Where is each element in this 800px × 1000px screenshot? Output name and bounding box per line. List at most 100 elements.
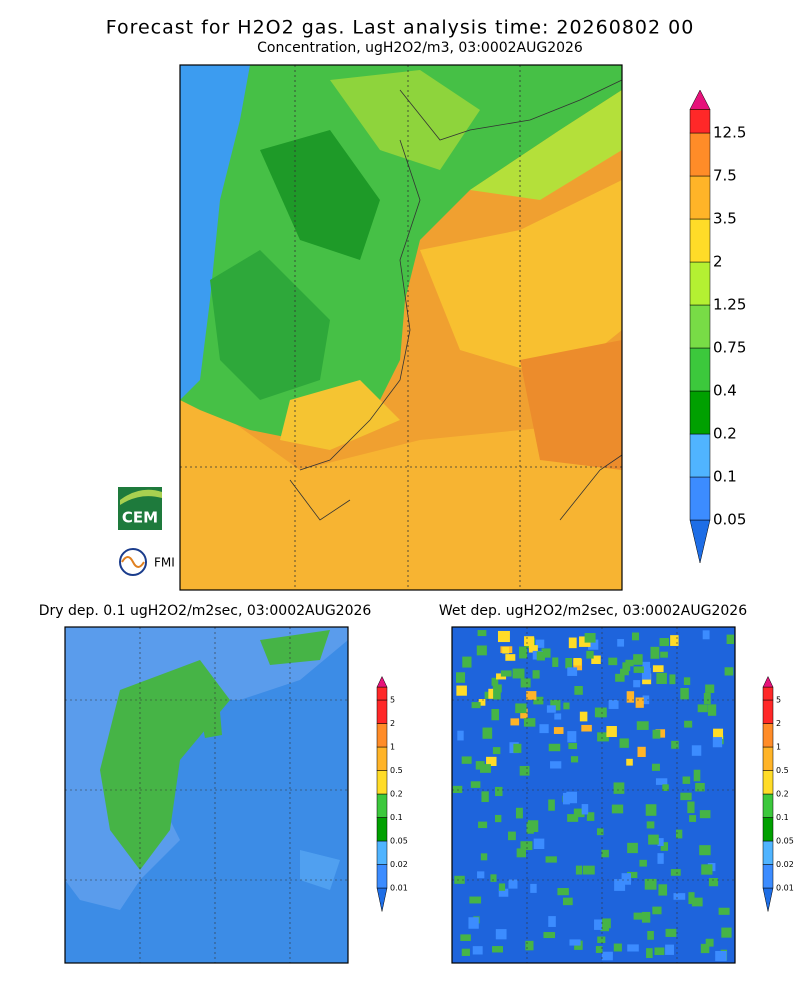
colorbar-label: 2 bbox=[713, 253, 723, 271]
speckle bbox=[646, 948, 653, 959]
speckle bbox=[482, 727, 493, 739]
colorbar-label: 7.5 bbox=[713, 167, 737, 185]
speckle bbox=[642, 695, 650, 705]
speckle bbox=[515, 703, 527, 714]
colorbar-box bbox=[689, 304, 711, 349]
speckle bbox=[595, 946, 603, 953]
colorbar-label: 0.02 bbox=[390, 860, 408, 869]
colorbar-box bbox=[689, 347, 711, 392]
speckle bbox=[646, 821, 655, 829]
speckle bbox=[539, 724, 549, 734]
speckle bbox=[461, 948, 470, 956]
speckle bbox=[508, 879, 518, 889]
colorbar-label: 2 bbox=[776, 719, 781, 728]
speckle bbox=[651, 763, 660, 771]
speckle bbox=[532, 670, 540, 679]
map-wet-deposition bbox=[451, 626, 736, 964]
speckle bbox=[565, 657, 573, 669]
speckle bbox=[526, 822, 534, 834]
speckle bbox=[726, 634, 734, 644]
speckle bbox=[568, 742, 578, 750]
speckle bbox=[557, 888, 569, 896]
speckle bbox=[622, 662, 631, 671]
speckle bbox=[502, 646, 510, 654]
colorbar-label: 5 bbox=[776, 696, 781, 705]
colorbar-box bbox=[376, 686, 388, 701]
speckle bbox=[552, 657, 559, 667]
colorbar-label: 0.05 bbox=[713, 511, 746, 529]
colorbar-label: 12.5 bbox=[713, 124, 746, 142]
speckle bbox=[645, 804, 657, 816]
speckle bbox=[673, 893, 686, 900]
speckle bbox=[680, 687, 689, 700]
colorbar-label: 0.1 bbox=[776, 813, 789, 822]
colorbar-box bbox=[689, 390, 711, 435]
speckle bbox=[566, 791, 578, 804]
speckle bbox=[472, 946, 483, 955]
speckle bbox=[575, 865, 583, 875]
speckle bbox=[665, 944, 674, 955]
speckle bbox=[478, 821, 488, 829]
speckle bbox=[588, 639, 599, 650]
colorbar-label: 0.2 bbox=[713, 425, 737, 443]
speckle bbox=[614, 879, 626, 891]
speckle bbox=[525, 940, 534, 951]
speckle bbox=[469, 896, 482, 904]
speckle bbox=[567, 731, 577, 743]
speckle bbox=[627, 871, 638, 879]
speckle bbox=[598, 710, 605, 718]
speckle bbox=[497, 630, 510, 643]
speckle bbox=[492, 946, 504, 953]
speckle bbox=[669, 674, 676, 685]
speckle bbox=[702, 630, 710, 640]
speckle bbox=[682, 776, 691, 784]
speckle bbox=[619, 738, 629, 748]
colorbar-box bbox=[762, 840, 774, 865]
speckle bbox=[548, 916, 556, 927]
speckle bbox=[562, 897, 573, 906]
colorbar-label: 0.02 bbox=[776, 860, 794, 869]
speckle bbox=[703, 692, 711, 705]
speckle bbox=[652, 665, 664, 673]
map-concentration bbox=[179, 64, 623, 591]
colorbar-box bbox=[762, 864, 774, 889]
speckle bbox=[490, 874, 497, 882]
title: Forecast for H2O2 gas. Last analysis tim… bbox=[106, 17, 695, 39]
speckle bbox=[691, 897, 703, 907]
speckle bbox=[707, 704, 717, 716]
speckle bbox=[470, 781, 481, 788]
speckle bbox=[633, 680, 641, 688]
speckle bbox=[520, 708, 528, 719]
speckle bbox=[550, 761, 562, 769]
speckle bbox=[495, 786, 503, 797]
speckle bbox=[601, 951, 613, 961]
speckle bbox=[579, 711, 588, 722]
speckle bbox=[530, 883, 537, 893]
speckle bbox=[699, 845, 711, 856]
subtitle: Dry dep. 0.1 ugH2O2/m2sec, 03:0002AUG202… bbox=[39, 603, 372, 619]
speckle bbox=[500, 670, 512, 677]
speckle bbox=[461, 756, 472, 764]
speckle bbox=[658, 884, 668, 896]
logo-cem: CEM bbox=[118, 487, 162, 530]
speckle bbox=[533, 838, 545, 850]
speckle bbox=[568, 637, 577, 649]
colorbar-triangle bbox=[376, 675, 388, 688]
speckle bbox=[626, 691, 635, 703]
speckle bbox=[545, 856, 557, 863]
speckle bbox=[456, 685, 467, 696]
speckle bbox=[477, 630, 487, 637]
speckle bbox=[712, 737, 723, 748]
speckle bbox=[573, 808, 585, 818]
speckle bbox=[486, 756, 497, 766]
speckle bbox=[516, 848, 527, 858]
speckle bbox=[495, 814, 502, 823]
colorbar-label: 0.4 bbox=[713, 382, 737, 400]
speckle bbox=[620, 668, 629, 676]
speckle bbox=[654, 947, 665, 956]
speckle bbox=[656, 672, 667, 684]
speckle bbox=[695, 782, 705, 792]
speckle bbox=[705, 938, 714, 947]
colorbar-box bbox=[376, 699, 388, 724]
speckle bbox=[670, 635, 679, 646]
